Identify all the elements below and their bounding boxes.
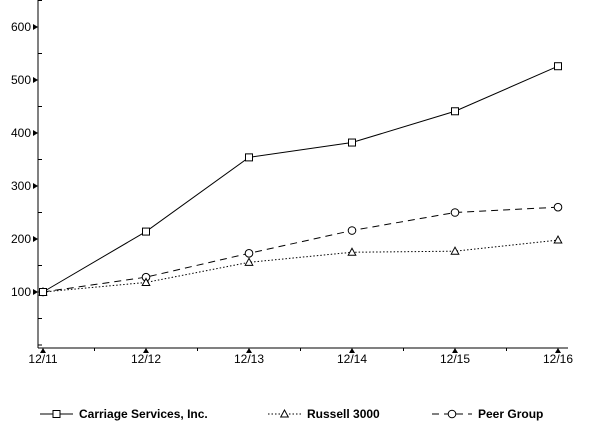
legend-marker-square <box>52 410 61 418</box>
x-tick-mark <box>143 348 149 353</box>
data-point-circle <box>347 226 357 235</box>
x-tick-mark <box>349 348 355 353</box>
y-tick-mark <box>33 130 38 136</box>
data-point-square <box>39 288 47 296</box>
data-point-triangle <box>141 277 151 286</box>
y-tick-label: 600 <box>11 20 31 34</box>
data-point-square <box>245 153 253 162</box>
x-tick-mark <box>452 348 458 353</box>
legend-marker-triangle <box>279 408 290 418</box>
x-tick-label: 12/11 <box>28 352 57 366</box>
series-line-triangle <box>42 239 559 293</box>
y-tick-mark <box>33 289 38 295</box>
data-point-square <box>554 62 562 71</box>
y-tick-label: 500 <box>11 73 31 87</box>
y-tick-label: 300 <box>11 179 31 193</box>
series-line-circle <box>42 206 559 293</box>
y-tick-label: 200 <box>11 232 31 246</box>
legend-label: Peer Group <box>478 407 543 421</box>
chart-series <box>38 62 563 297</box>
y-tick-label: 100 <box>11 285 31 299</box>
legend-label: Carriage Services, Inc. <box>79 407 208 421</box>
x-tick-mark <box>555 348 561 353</box>
x-tick-mark <box>40 348 46 353</box>
data-point-circle <box>450 208 460 217</box>
data-point-square <box>142 227 150 236</box>
x-tick-label: 12/14 <box>337 352 367 366</box>
data-point-triangle <box>553 235 563 244</box>
y-tick-mark <box>33 236 38 242</box>
chart-legend: Carriage Services, Inc. Russell 3000 Peer … <box>40 407 543 421</box>
y-tick-label: 400 <box>11 126 31 140</box>
data-point-square <box>451 107 459 116</box>
x-tick-label: 12/12 <box>131 352 161 366</box>
data-point-circle <box>553 202 563 212</box>
data-point-triangle <box>450 246 460 255</box>
y-tick-mark <box>33 24 38 30</box>
x-tick-label: 12/15 <box>440 352 470 366</box>
legend-label: Russell 3000 <box>307 407 380 421</box>
x-tick-label: 12/16 <box>543 352 573 366</box>
data-point-square <box>348 138 356 147</box>
chart-axes: 100 200 300 400 500 600 12/11 12/12 12/13 12/14 12… <box>11 0 573 366</box>
x-tick-mark <box>246 348 252 353</box>
y-tick-mark <box>33 183 38 189</box>
legend-marker-circle <box>447 409 457 419</box>
data-point-triangle <box>347 247 357 256</box>
data-point-circle <box>244 249 254 258</box>
series-line-square <box>42 65 559 293</box>
data-point-triangle <box>244 257 254 266</box>
y-tick-mark <box>33 77 38 83</box>
x-tick-label: 12/13 <box>234 352 264 366</box>
